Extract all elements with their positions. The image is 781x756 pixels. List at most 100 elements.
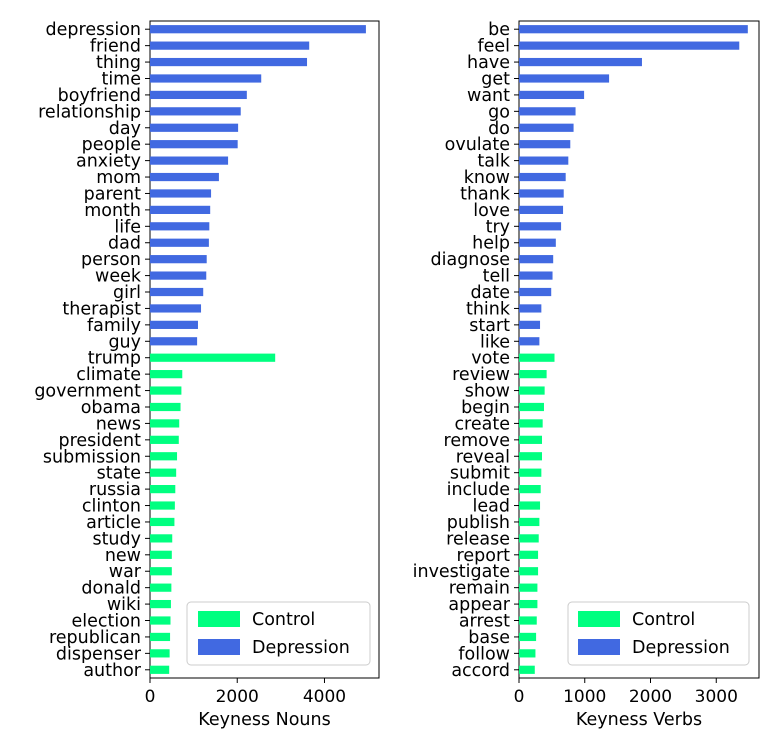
nouns-category-label: article — [86, 513, 141, 533]
nouns-category-label: submission — [43, 447, 141, 467]
nouns-plot-frame — [149, 20, 380, 679]
nouns-category-label: author — [83, 661, 141, 681]
nouns-bar-president — [150, 435, 179, 444]
verbs-legend: Control Depression — [567, 601, 750, 666]
nouns-bar-new — [150, 550, 172, 559]
verbs-category-label: release — [446, 529, 510, 549]
verbs-category-label: tell — [483, 267, 510, 287]
nouns-legend-control-swatch — [198, 611, 240, 627]
verbs-x-tick-label: 0 — [514, 687, 525, 707]
nouns-x-axis-title: Keyness Nouns — [198, 710, 330, 730]
nouns-bar-month — [150, 205, 211, 214]
nouns-bar-people — [150, 140, 238, 149]
verbs-bar-review — [519, 370, 547, 379]
nouns-panel: depressionfriendthingtimeboyfriendrelati… — [34, 20, 380, 730]
verbs-bar-remain — [519, 583, 538, 592]
nouns-legend: Control Depression — [186, 601, 371, 666]
nouns-bar-obama — [150, 402, 181, 412]
verbs-category-label: have — [467, 53, 510, 73]
nouns-legend-depression-label: Depression — [252, 638, 350, 658]
nouns-category-label: family — [87, 316, 141, 336]
verbs-bar-ovulate — [519, 140, 571, 149]
nouns-bar-guy — [150, 337, 198, 346]
verbs-bar-base — [519, 632, 537, 642]
nouns-category-label: wiki — [107, 595, 141, 615]
nouns-bar-government — [150, 386, 182, 395]
nouns-category-label: news — [96, 414, 141, 434]
nouns-bar-family — [150, 320, 198, 329]
verbs-bar-reveal — [519, 452, 543, 461]
verbs-bar-know — [519, 172, 566, 182]
verbs-category-label: try — [486, 217, 510, 237]
verbs-category-label: appear — [448, 595, 510, 615]
nouns-category-label: parent — [84, 184, 142, 204]
verbs-bar-talk — [519, 156, 569, 165]
nouns-bar-thing — [150, 57, 308, 67]
nouns-category-label: boyfriend — [58, 86, 141, 106]
verbs-bars — [519, 25, 748, 674]
verbs-category-label: publish — [447, 513, 510, 533]
verbs-bar-diagnose — [519, 255, 554, 264]
verbs-bar-include — [519, 485, 541, 494]
nouns-bar-anxiety — [150, 156, 229, 165]
verbs-bar-get — [519, 74, 610, 83]
verbs-category-label: help — [472, 234, 510, 254]
nouns-bar-depression — [150, 25, 366, 34]
nouns-category-label: people — [82, 135, 141, 155]
nouns-category-label: girl — [113, 283, 141, 303]
nouns-category-label: russia — [89, 480, 141, 500]
nouns-x-tick-label: 2000 — [216, 687, 259, 707]
verbs-category-label: thank — [460, 184, 511, 204]
verbs-category-labels: befeelhavegetwantgodoovulatetalkknowthan… — [413, 20, 519, 681]
nouns-bar-author — [150, 665, 170, 674]
nouns-category-label: obama — [81, 398, 141, 418]
verbs-x-ticks: 0 1000 2000 3000 — [514, 678, 738, 707]
verbs-bar-be — [519, 25, 748, 34]
nouns-bar-friend — [150, 41, 310, 50]
nouns-category-label: friend — [90, 37, 141, 57]
verbs-category-label: show — [465, 382, 510, 402]
verbs-bar-follow — [519, 649, 536, 658]
verbs-category-label: reveal — [456, 447, 510, 467]
verbs-bar-investigate — [519, 567, 539, 576]
verbs-category-label: date — [471, 283, 510, 303]
nouns-category-label: anxiety — [76, 152, 141, 172]
nouns-category-label: new — [105, 546, 141, 566]
verbs-category-label: investigate — [413, 562, 510, 582]
nouns-bar-study — [150, 534, 173, 543]
nouns-bar-climate — [150, 370, 183, 379]
verbs-plot-frame — [518, 20, 760, 679]
nouns-category-label: dispenser — [56, 644, 142, 664]
nouns-bar-boyfriend — [150, 90, 247, 100]
verbs-bar-thank — [519, 189, 564, 198]
nouns-x-tick-label: 0 — [145, 687, 156, 707]
verbs-legend-depression-swatch — [578, 639, 620, 655]
verbs-category-label: submit — [450, 464, 510, 484]
verbs-bar-think — [519, 304, 542, 313]
nouns-bar-day — [150, 123, 239, 132]
nouns-category-label: life — [114, 217, 141, 237]
nouns-bar-girl — [150, 287, 204, 297]
nouns-category-label: thing — [96, 53, 141, 73]
verbs-category-label: report — [457, 546, 511, 566]
nouns-bar-therapist — [150, 304, 202, 313]
verbs-bar-release — [519, 534, 539, 543]
verbs-legend-control-swatch — [578, 611, 620, 627]
verbs-category-label: base — [468, 628, 510, 648]
verbs-category-label: remain — [449, 579, 510, 599]
nouns-bar-person — [150, 255, 207, 264]
verbs-category-label: begin — [461, 398, 510, 418]
nouns-category-label: mom — [96, 168, 141, 188]
verbs-category-label: talk — [477, 152, 510, 172]
verbs-bar-lead — [519, 501, 541, 510]
nouns-category-label: time — [101, 69, 141, 89]
nouns-category-label: trump — [88, 349, 141, 369]
verbs-bar-arrest — [519, 616, 537, 625]
verbs-bar-like — [519, 337, 540, 346]
nouns-category-label: month — [84, 201, 141, 221]
nouns-x-tick-label: 4000 — [303, 687, 346, 707]
nouns-category-label: president — [59, 431, 142, 451]
nouns-category-label: government — [34, 382, 141, 402]
verbs-bar-do — [519, 123, 574, 132]
